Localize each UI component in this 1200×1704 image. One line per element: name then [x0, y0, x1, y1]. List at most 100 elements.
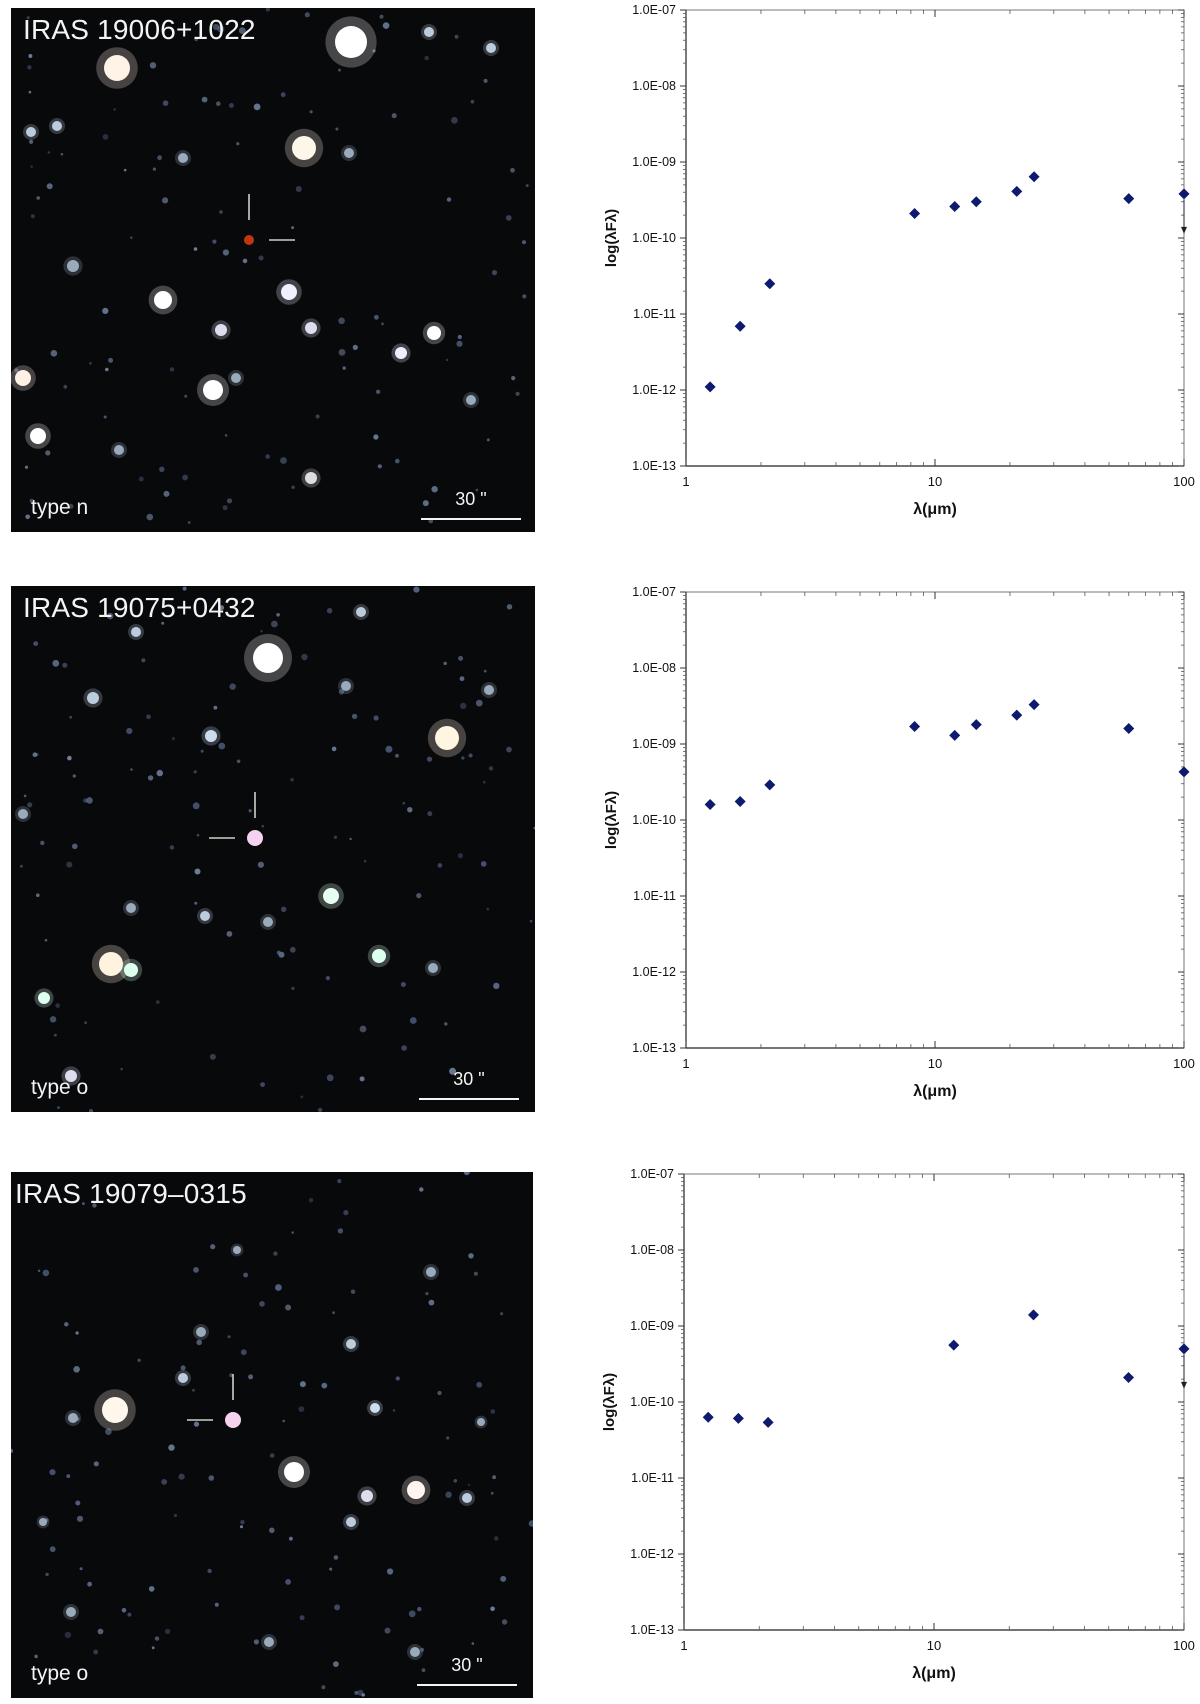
data-point: [1178, 766, 1190, 778]
sky-image-2: IRAS 19075+0432 type o 30 ": [11, 586, 535, 1112]
background-star: [338, 317, 345, 325]
star: [372, 949, 386, 963]
x-tick-label: 10: [928, 474, 942, 489]
star: [344, 148, 354, 158]
background-star: [337, 1228, 344, 1234]
background-star: [33, 641, 39, 646]
background-star: [298, 1406, 305, 1412]
data-point: [704, 381, 716, 393]
object-type-label: type o: [31, 1076, 89, 1099]
background-star: [291, 1231, 294, 1234]
data-point: [948, 1339, 960, 1351]
background-star: [57, 1106, 60, 1109]
background-star: [276, 950, 281, 955]
background-star: [130, 768, 133, 771]
star: [305, 472, 317, 484]
background-star: [194, 868, 201, 875]
background-star: [475, 699, 483, 707]
background-star: [92, 1203, 97, 1208]
background-star: [416, 893, 422, 899]
sed-chart-1: 1.0E-13 1.0E-12 1.0E-11 1.0E-10 1.0E-09 1.0E-…: [603, 3, 1195, 518]
background-star: [49, 1469, 56, 1476]
background-star: [24, 465, 29, 469]
object-name: IRAS 19006+1022: [23, 14, 256, 45]
background-star: [169, 367, 175, 372]
background-star: [201, 96, 208, 103]
background-star: [331, 746, 337, 752]
background-star: [243, 1272, 249, 1278]
background-star: [212, 23, 220, 31]
background-star: [261, 824, 265, 828]
background-star: [163, 490, 170, 497]
star: [178, 1373, 188, 1383]
background-star: [326, 608, 333, 614]
object-name: IRAS 19075+0432: [23, 592, 256, 623]
background-star: [275, 1284, 282, 1291]
background-star: [400, 982, 406, 987]
background-star: [196, 1339, 202, 1346]
background-star: [421, 1668, 426, 1672]
star: [292, 136, 316, 160]
y-tick-label: 1.0E-11: [633, 307, 676, 321]
background-star: [373, 715, 379, 721]
background-star: [79, 1567, 83, 1571]
background-star: [87, 1581, 92, 1587]
background-star: [149, 62, 157, 69]
star: [124, 963, 138, 977]
background-star: [171, 737, 175, 741]
background-star: [492, 1475, 496, 1480]
background-star: [161, 621, 165, 625]
background-star: [325, 976, 330, 981]
background-star: [42, 1269, 50, 1277]
background-star: [483, 780, 486, 784]
background-star: [354, 1690, 359, 1695]
data-point: [734, 796, 746, 808]
background-star: [437, 863, 443, 868]
background-star: [428, 1299, 435, 1306]
star: [435, 726, 459, 750]
y-tick-label: 1.0E-07: [632, 585, 676, 599]
background-star: [55, 1003, 60, 1008]
background-star: [468, 753, 473, 758]
star: [427, 326, 441, 340]
y-tick-label: 1.0E-07: [630, 1167, 674, 1181]
target-source: [225, 1412, 241, 1428]
data-point: [1123, 722, 1135, 734]
background-star: [60, 152, 64, 156]
star: [66, 1607, 76, 1617]
object-name: IRAS 19079–0315: [15, 1178, 247, 1209]
background-star: [36, 196, 40, 200]
plot-frame: [683, 1173, 1185, 1631]
background-star: [156, 1000, 160, 1004]
data-point: [1123, 193, 1135, 205]
background-star: [253, 1639, 259, 1645]
background-star: [67, 755, 72, 761]
background-star: [178, 1473, 185, 1480]
data-point: [909, 208, 921, 220]
background-star: [248, 809, 252, 813]
background-star: [445, 1491, 452, 1498]
background-star: [25, 514, 30, 520]
data-point: [909, 720, 921, 732]
background-star: [510, 167, 515, 173]
background-star: [281, 906, 287, 912]
background-star: [407, 807, 413, 813]
background-star: [422, 500, 429, 507]
background-star: [240, 1525, 243, 1529]
background-star: [395, 753, 399, 758]
data-point: [1027, 1309, 1039, 1321]
background-star: [361, 1693, 365, 1697]
background-star: [299, 1615, 305, 1621]
y-axis-label: log(λFλ): [603, 209, 620, 267]
background-star: [214, 1602, 219, 1607]
background-star: [458, 655, 464, 661]
background-star: [506, 215, 512, 221]
star: [52, 121, 62, 131]
y-tick-label: 1.0E-11: [633, 889, 676, 903]
background-star: [501, 1619, 508, 1625]
background-star: [196, 833, 200, 837]
background-star: [208, 1475, 215, 1481]
background-star: [44, 938, 48, 942]
background-star: [280, 457, 287, 464]
data-point: [1011, 709, 1023, 721]
